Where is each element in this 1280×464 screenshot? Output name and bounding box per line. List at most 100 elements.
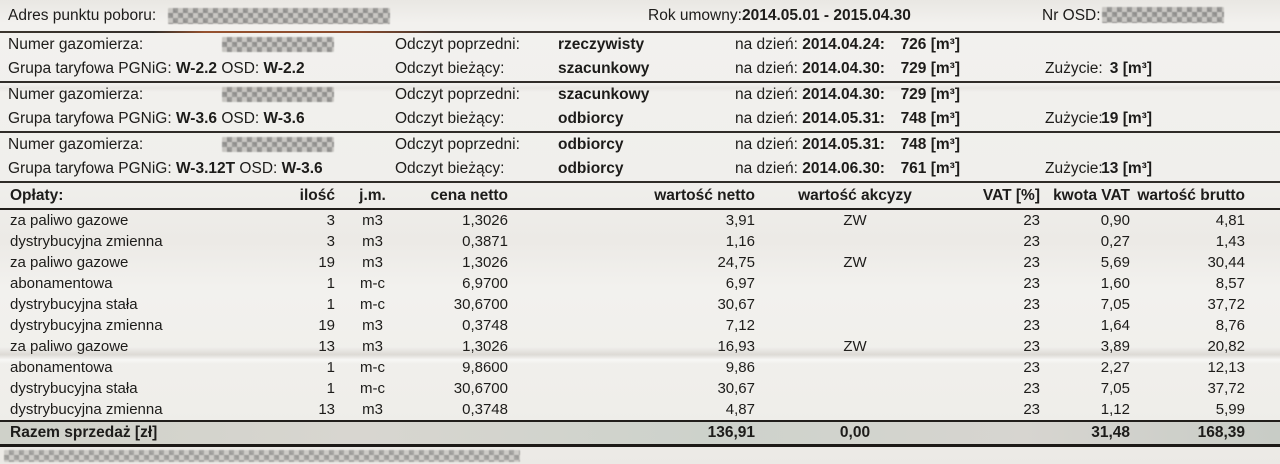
header-row: Adres punktu poboru: Rok umowny: 2014.05… <box>0 0 1280 31</box>
meter-blocks: Numer gazomierza: Odczyt poprzedni: rzec… <box>0 33 1280 183</box>
charge-cell: 7,12 <box>725 317 755 334</box>
previous-reading-date: na dzień: 2014.04.24: <box>735 36 885 53</box>
column-header: VAT [%] <box>982 186 1040 204</box>
meter-line-previous: Numer gazomierza: Odczyt poprzedni: szac… <box>0 83 1280 107</box>
divider <box>0 131 1280 133</box>
column-header: ilość <box>299 186 335 204</box>
tariff-group: Grupa taryfowa PGNiG: W-3.12T OSD: W-3.6 <box>8 160 323 177</box>
charge-cell: 8,76 <box>1215 317 1245 334</box>
charge-cell: m-c <box>360 359 385 376</box>
charge-cell: 37,72 <box>1207 296 1245 313</box>
charge-cell: 0,27 <box>1100 233 1130 250</box>
charge-cell: 2,27 <box>1100 359 1130 376</box>
charge-cell: 8,57 <box>1215 275 1245 292</box>
meter-line-current: Grupa taryfowa PGNiG: W-3.6 OSD: W-3.6 O… <box>0 107 1280 131</box>
current-reading-date: na dzień: 2014.05.31: <box>735 110 885 127</box>
charge-cell: m3 <box>362 317 383 334</box>
previous-reading-value: 748 [m³] <box>900 136 960 153</box>
charge-cell: 30,6700 <box>453 296 508 313</box>
charge-cell: 1,3026 <box>462 254 508 271</box>
charge-row: dystrybucyjna stała 1 m-c 30,6700 30,67 23 7,0… <box>0 378 1280 399</box>
usage-label: Zużycie: <box>1045 110 1103 127</box>
charge-row: abonamentowa 1 m-c 9,8600 9,86 23 2,27 12,13 <box>0 357 1280 378</box>
charge-cell: 23 <box>1023 317 1040 334</box>
meter-number-label: Numer gazomierza: <box>8 36 144 53</box>
column-header: wartość brutto <box>1137 186 1245 204</box>
previous-reading-value: 726 [m³] <box>900 36 960 53</box>
charge-cell: 5,99 <box>1215 401 1245 418</box>
charge-cell: za paliwo gazowe <box>10 338 129 355</box>
meter-line-previous: Numer gazomierza: Odczyt poprzedni: rzec… <box>0 33 1280 57</box>
charge-row: abonamentowa 1 m-c 6,9700 6,97 23 1,60 8,57 <box>0 273 1280 294</box>
charge-cell: 1,3026 <box>462 338 508 355</box>
charge-cell: m3 <box>362 338 383 355</box>
current-reading-value: 729 [m³] <box>900 60 960 77</box>
charge-cell: 3 <box>326 212 335 229</box>
charge-cell: 6,9700 <box>462 275 508 292</box>
charge-cell: m-c <box>360 380 385 397</box>
charge-cell: 23 <box>1023 338 1040 355</box>
charge-cell: 1 <box>326 275 335 292</box>
contract-year-value: 2014.05.01 - 2015.04.30 <box>742 7 911 24</box>
charge-cell: 3,91 <box>725 212 755 229</box>
usage-value: 19 [m³] <box>1101 110 1152 127</box>
meter-number-label: Numer gazomierza: <box>8 136 144 153</box>
usage-label: Zużycie: <box>1045 60 1103 77</box>
current-reading-date: na dzień: 2014.04.30: <box>735 60 885 77</box>
charge-cell: ZW <box>843 212 867 229</box>
meter-number-label: Numer gazomierza: <box>8 86 144 103</box>
total-excise-value: 0,00 <box>839 424 871 441</box>
previous-reading-label: Odczyt poprzedni: <box>395 36 520 53</box>
current-reading-label: Odczyt bieżący: <box>395 60 505 77</box>
total-vat-value: 31,48 <box>1091 424 1130 441</box>
charge-cell: dystrybucyjna stała <box>10 296 138 313</box>
charge-row: dystrybucyjna zmienna 3 m3 0,3871 1,16 23 0,27… <box>0 231 1280 252</box>
tariff-group: Grupa taryfowa PGNiG: W-3.6 OSD: W-3.6 <box>8 110 305 127</box>
charge-cell: m3 <box>362 233 383 250</box>
redacted-osd-number <box>1102 7 1224 23</box>
divider <box>0 31 1280 33</box>
charge-cell: 30,6700 <box>453 380 508 397</box>
charge-cell: ZW <box>843 338 867 355</box>
charge-cell: abonamentowa <box>10 359 113 376</box>
charge-cell: 23 <box>1023 254 1040 271</box>
redacted-meter-number <box>222 87 334 102</box>
redacted-address <box>168 8 390 24</box>
meter-line-current: Grupa taryfowa PGNiG: W-2.2 OSD: W-2.2 O… <box>0 57 1280 81</box>
previous-reading-date: na dzień: 2014.04.30: <box>735 86 885 103</box>
charges-total-row: Razem sprzedaż [zł] 136,91 0,00 31,48 16… <box>0 422 1280 444</box>
charge-cell: 0,3748 <box>462 317 508 334</box>
charge-cell: 4,81 <box>1215 212 1245 229</box>
redacted-footer-text <box>4 450 520 462</box>
charge-cell: abonamentowa <box>10 275 113 292</box>
charges-header-row: Opłaty: ilość j.m. cena netto wartość ne… <box>0 183 1280 208</box>
charge-cell: 30,67 <box>717 296 755 313</box>
total-net-value: 136,91 <box>707 424 755 441</box>
divider <box>0 181 1280 183</box>
divider <box>0 81 1280 83</box>
charge-cell: 0,90 <box>1100 212 1130 229</box>
charge-cell: 3,89 <box>1100 338 1130 355</box>
usage-label: Zużycie: <box>1045 160 1103 177</box>
osd-number-label: Nr OSD: <box>1042 7 1101 24</box>
charge-cell: 23 <box>1023 233 1040 250</box>
redacted-meter-number <box>222 137 334 152</box>
charge-cell: 30,44 <box>1207 254 1245 271</box>
current-reading-date: na dzień: 2014.06.30: <box>735 160 885 177</box>
charge-cell: 1,60 <box>1100 275 1130 292</box>
charge-cell: m3 <box>362 401 383 418</box>
tariff-group: Grupa taryfowa PGNiG: W-2.2 OSD: W-2.2 <box>8 60 305 77</box>
charge-cell: 1 <box>326 296 335 313</box>
charge-row: za paliwo gazowe 3 m3 1,3026 3,91 ZW 23 0,90 4,8… <box>0 210 1280 231</box>
charge-cell: m3 <box>362 212 383 229</box>
charge-cell: 6,97 <box>725 275 755 292</box>
charge-cell: 9,8600 <box>462 359 508 376</box>
charge-cell: 5,69 <box>1100 254 1130 271</box>
charge-row: dystrybucyjna stała 1 m-c 30,6700 30,67 23 7,0… <box>0 294 1280 315</box>
column-header: Opłaty: <box>10 186 64 204</box>
column-header: j.m. <box>359 186 386 204</box>
divider <box>0 444 1280 447</box>
previous-reading-value: 729 [m³] <box>900 86 960 103</box>
current-reading-type: odbiorcy <box>558 160 624 177</box>
